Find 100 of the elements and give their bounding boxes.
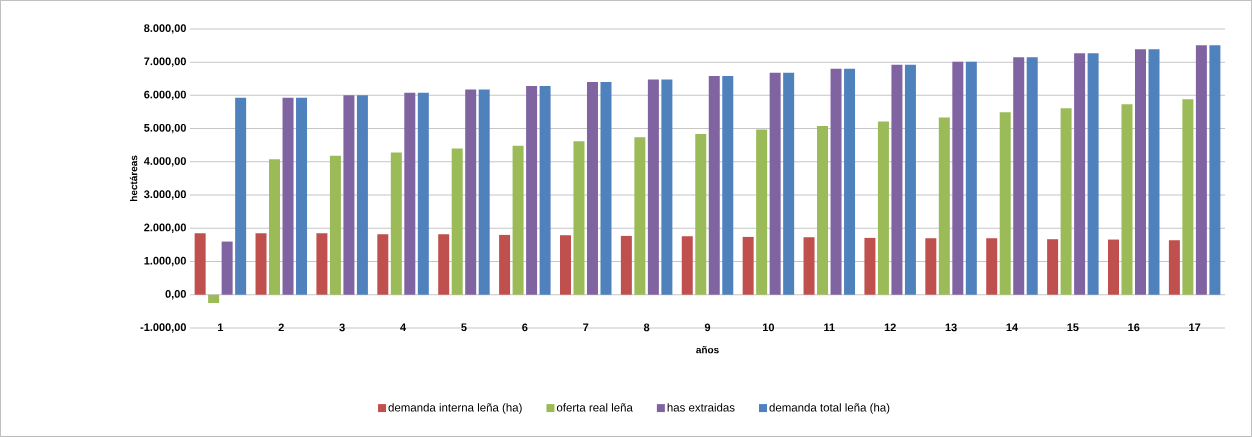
x-tick-label: 1 bbox=[218, 323, 224, 332]
bar bbox=[1168, 240, 1180, 295]
x-tick-label: 2 bbox=[278, 323, 284, 332]
y-tick-label: 3.000,00 bbox=[144, 190, 186, 200]
x-tick-label: 14 bbox=[1006, 323, 1018, 332]
bar bbox=[722, 76, 734, 295]
y-tick-label: 2.000,00 bbox=[144, 223, 186, 234]
bar bbox=[329, 155, 341, 295]
x-tick-label: 10 bbox=[763, 323, 775, 332]
bar bbox=[1087, 53, 1099, 295]
y-tick-label: 7.000,00 bbox=[144, 57, 186, 67]
bar bbox=[221, 241, 233, 295]
bar bbox=[539, 86, 551, 295]
x-tick-label: 9 bbox=[704, 323, 711, 332]
bar bbox=[194, 233, 206, 295]
x-tick-label: 8 bbox=[643, 323, 650, 332]
bar bbox=[769, 72, 781, 295]
bar bbox=[390, 152, 402, 295]
x-tick-label: 16 bbox=[1128, 323, 1140, 332]
x-tick-label: 11 bbox=[824, 323, 835, 332]
bar bbox=[681, 236, 693, 295]
bar bbox=[255, 233, 267, 295]
bar bbox=[282, 97, 294, 295]
bar bbox=[844, 68, 856, 295]
y-axis-title: hectáreas bbox=[129, 155, 138, 202]
bar bbox=[1107, 239, 1119, 295]
bar bbox=[1074, 53, 1086, 295]
bar bbox=[573, 141, 585, 295]
bar bbox=[986, 238, 998, 295]
bar bbox=[999, 112, 1011, 295]
bar bbox=[1148, 49, 1160, 295]
bar bbox=[478, 89, 490, 295]
x-tick-label: 6 bbox=[522, 323, 528, 332]
x-tick-label: 4 bbox=[400, 323, 407, 332]
bar bbox=[938, 117, 950, 295]
y-tick-label: 0,00 bbox=[165, 290, 186, 300]
bar bbox=[269, 159, 281, 295]
y-tick-label: -1.000,00 bbox=[140, 323, 186, 333]
bar bbox=[404, 92, 416, 295]
bar bbox=[695, 133, 707, 295]
bar bbox=[235, 97, 247, 295]
bar bbox=[316, 233, 328, 295]
bar bbox=[512, 145, 524, 295]
x-tick-label: 13 bbox=[945, 323, 957, 332]
x-tick-label: 5 bbox=[461, 323, 467, 332]
x-tick-label: 3 bbox=[339, 323, 345, 332]
bar bbox=[965, 61, 977, 295]
y-tick-label: 8.000,00 bbox=[144, 24, 186, 34]
bar bbox=[783, 72, 795, 295]
bar bbox=[634, 137, 646, 295]
bar bbox=[864, 237, 876, 295]
legend-label: has extraidas bbox=[667, 403, 735, 412]
bar bbox=[208, 294, 220, 304]
bar bbox=[559, 235, 571, 295]
bar bbox=[891, 64, 903, 295]
y-tick-label: 5.000,00 bbox=[144, 123, 186, 134]
legend-label: demanda interna leña (ha) bbox=[388, 403, 522, 414]
x-tick-label: 12 bbox=[884, 323, 896, 332]
bar bbox=[952, 61, 964, 295]
bar bbox=[1135, 49, 1146, 295]
bar bbox=[877, 121, 889, 295]
bar bbox=[1026, 57, 1038, 295]
bar bbox=[904, 64, 916, 295]
bar bbox=[1195, 45, 1207, 295]
bar bbox=[451, 148, 463, 295]
x-axis-title: años bbox=[696, 346, 719, 354]
legend-label: oferta real leña bbox=[556, 403, 633, 412]
bar bbox=[742, 236, 754, 295]
bar bbox=[620, 235, 632, 295]
bar bbox=[1182, 99, 1194, 295]
bar bbox=[417, 92, 429, 295]
bar bbox=[803, 237, 815, 295]
bar bbox=[925, 238, 937, 295]
bar bbox=[600, 82, 612, 295]
bar bbox=[438, 234, 450, 295]
bar bbox=[499, 234, 511, 295]
bar bbox=[526, 86, 538, 295]
x-tick-label: 7 bbox=[583, 323, 589, 332]
bar bbox=[708, 76, 720, 295]
bar bbox=[817, 125, 829, 295]
bar bbox=[1121, 104, 1133, 295]
bar bbox=[756, 129, 768, 295]
bar bbox=[1013, 57, 1025, 295]
bar bbox=[465, 89, 477, 295]
bar bbox=[830, 68, 842, 295]
y-tick-label: 6.000,00 bbox=[144, 90, 186, 101]
bar bbox=[661, 79, 673, 295]
bar bbox=[586, 82, 598, 295]
x-tick-label: 17 bbox=[1189, 323, 1201, 332]
bar bbox=[1047, 239, 1059, 295]
y-tick-label: 4.000,00 bbox=[143, 157, 186, 167]
bar bbox=[296, 97, 308, 295]
legend-label: demanda total leña (ha) bbox=[769, 403, 890, 414]
x-tick-label: 15 bbox=[1067, 323, 1079, 332]
bar bbox=[1060, 108, 1072, 295]
bar bbox=[356, 95, 368, 295]
bar bbox=[343, 95, 355, 295]
y-tick-label: 1.000,00 bbox=[144, 256, 186, 267]
bar bbox=[647, 79, 659, 295]
bar bbox=[1209, 45, 1221, 295]
